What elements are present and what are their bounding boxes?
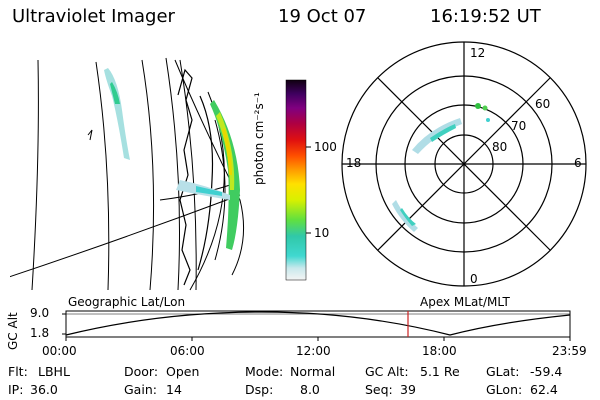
info-gcalt-val: 5.1 Re: [420, 364, 460, 379]
instrument-title: Ultraviolet Imager: [12, 6, 175, 27]
timeline-xtick-0600: 06:00: [170, 344, 205, 358]
timeline-left-label: Geographic Lat/Lon: [68, 295, 186, 309]
info-glat-key: GLat:: [486, 364, 520, 379]
info-mode-val: Normal: [290, 364, 336, 379]
info-flt-val: LBHL: [38, 364, 70, 379]
polar-mlt-6: 6: [574, 156, 582, 170]
intensity-colorbar: [285, 79, 307, 281]
timeline-xtick-2359: 23:59: [552, 344, 587, 358]
altitude-timeline: [62, 310, 571, 341]
timeline-xtick-1800: 18:00: [422, 344, 457, 358]
timeline-xtick-1200: 12:00: [296, 344, 331, 358]
info-flt-key: Flt:: [8, 364, 28, 379]
aurora-emission-polar: [392, 103, 490, 232]
colorbar-tick-100: 100: [314, 140, 337, 154]
info-ip-key: IP:: [8, 382, 24, 397]
info-ip-val: 36.0: [30, 382, 58, 397]
timeline-ytick-high: 9.0: [30, 306, 50, 320]
info-gain-key: Gain:: [124, 382, 157, 397]
polar-mlat-mlt-plot: [341, 41, 587, 287]
polar-mlt-18: 18: [346, 156, 362, 170]
info-seq-val: 39: [400, 382, 416, 397]
info-glon-key: GLon:: [486, 382, 523, 397]
timeline-xtick-0000: 00:00: [42, 344, 77, 358]
info-dsp-val: 8.0: [300, 382, 320, 397]
polar-mlt-12: 12: [470, 46, 486, 60]
info-dsp-key: Dsp:: [245, 382, 274, 397]
polar-lat-80: 80: [492, 140, 508, 154]
polar-mlt-0: 0: [470, 272, 478, 286]
colorbar-unit-label: photon cm⁻²s⁻¹: [252, 92, 266, 185]
info-door-val: Open: [166, 364, 200, 379]
observation-date: 19 Oct 07: [278, 6, 367, 27]
info-gain-val: 14: [166, 382, 182, 397]
aurora-emission-left: [104, 68, 240, 250]
polar-lat-70: 70: [511, 119, 527, 133]
info-door-key: Door:: [124, 364, 159, 379]
colorbar-tick-10: 10: [314, 226, 330, 240]
timeline-ytick-low: 1.8: [30, 326, 50, 340]
earth-projection-panel: [10, 57, 245, 291]
info-seq-key: Seq:: [365, 382, 393, 397]
observation-time: 16:19:52 UT: [430, 6, 541, 27]
info-glon-val: 62.4: [530, 382, 558, 397]
timeline-right-label: Apex MLat/MLT: [420, 295, 510, 309]
info-mode-key: Mode:: [245, 364, 284, 379]
polar-lat-60: 60: [535, 97, 551, 111]
info-gcalt-key: GC Alt:: [365, 364, 409, 379]
info-glat-val: -59.4: [530, 364, 563, 379]
timeline-axis-label: GC Alt: [6, 312, 20, 350]
